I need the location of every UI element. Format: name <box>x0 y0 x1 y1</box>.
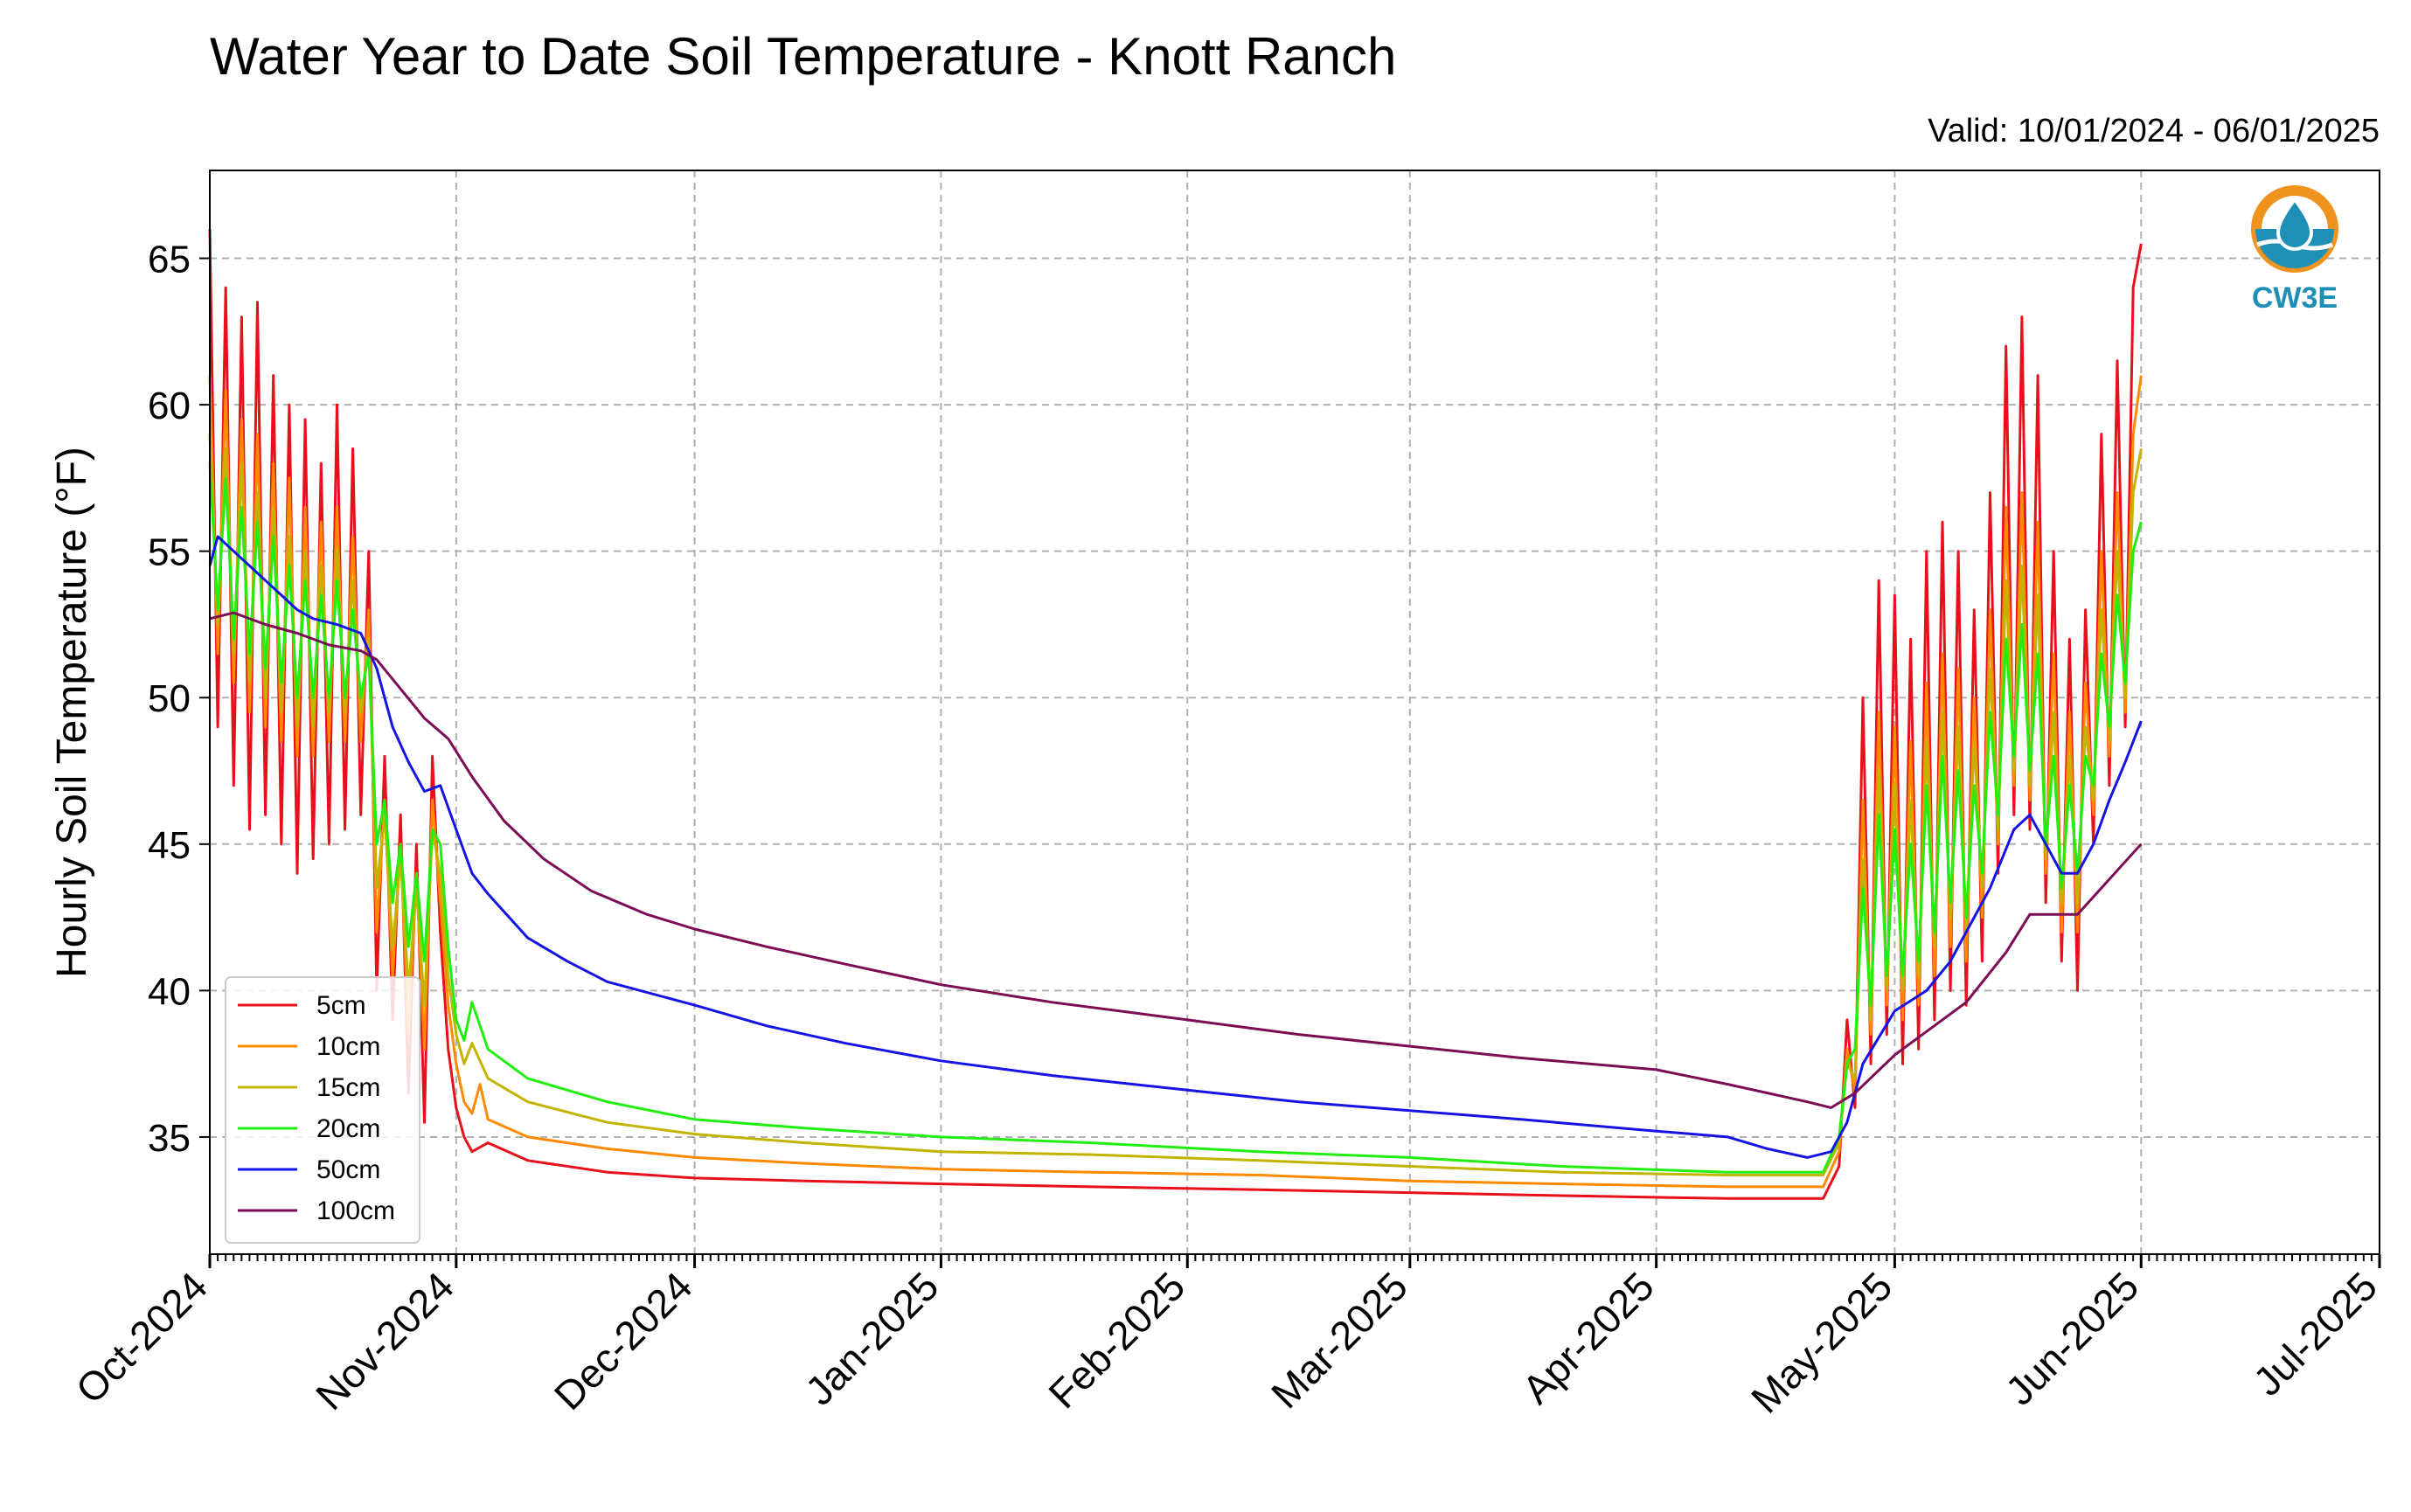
legend-label: 10cm <box>316 1032 380 1061</box>
legend-label: 50cm <box>316 1155 380 1184</box>
cw3e-logo: CW3E <box>2251 185 2338 315</box>
y-tick-label: 40 <box>148 970 191 1013</box>
y-axis-label: Hourly Soil Temperature (°F) <box>49 447 95 978</box>
legend-label: 100cm <box>316 1196 395 1225</box>
y-tick-label: 50 <box>148 677 191 720</box>
series-line-5cm <box>208 228 2143 1200</box>
series-line-50cm <box>208 535 2143 1159</box>
chart-title: Water Year to Date Soil Temperature - Kn… <box>210 27 1396 86</box>
legend-label: 15cm <box>316 1073 380 1102</box>
legend-box <box>225 976 420 1244</box>
y-tick-label: 35 <box>148 1117 191 1160</box>
axis-ticks <box>199 257 2381 1268</box>
y-tick-label: 45 <box>148 824 191 867</box>
y-tick-label: 55 <box>148 531 191 574</box>
series-line-100cm <box>209 611 2143 1109</box>
y-tick-label: 60 <box>148 385 191 427</box>
series-line-15cm <box>208 433 2143 1176</box>
series-lines <box>208 228 2143 1200</box>
series-line-20cm <box>208 463 2143 1174</box>
legend-label: 20cm <box>316 1114 380 1143</box>
logo-droplet-icon <box>2276 196 2314 251</box>
logo-text: CW3E <box>2252 281 2338 315</box>
legend-label: 5cm <box>316 991 366 1020</box>
legend: 5cm 10cm 15cm 20cm 50cm 100cm <box>225 976 420 1244</box>
y-tick-label: 65 <box>148 239 191 281</box>
plot-frame <box>209 170 2380 1255</box>
valid-range-subtitle: Valid: 10/01/2024 - 06/01/2025 <box>1928 113 2380 149</box>
